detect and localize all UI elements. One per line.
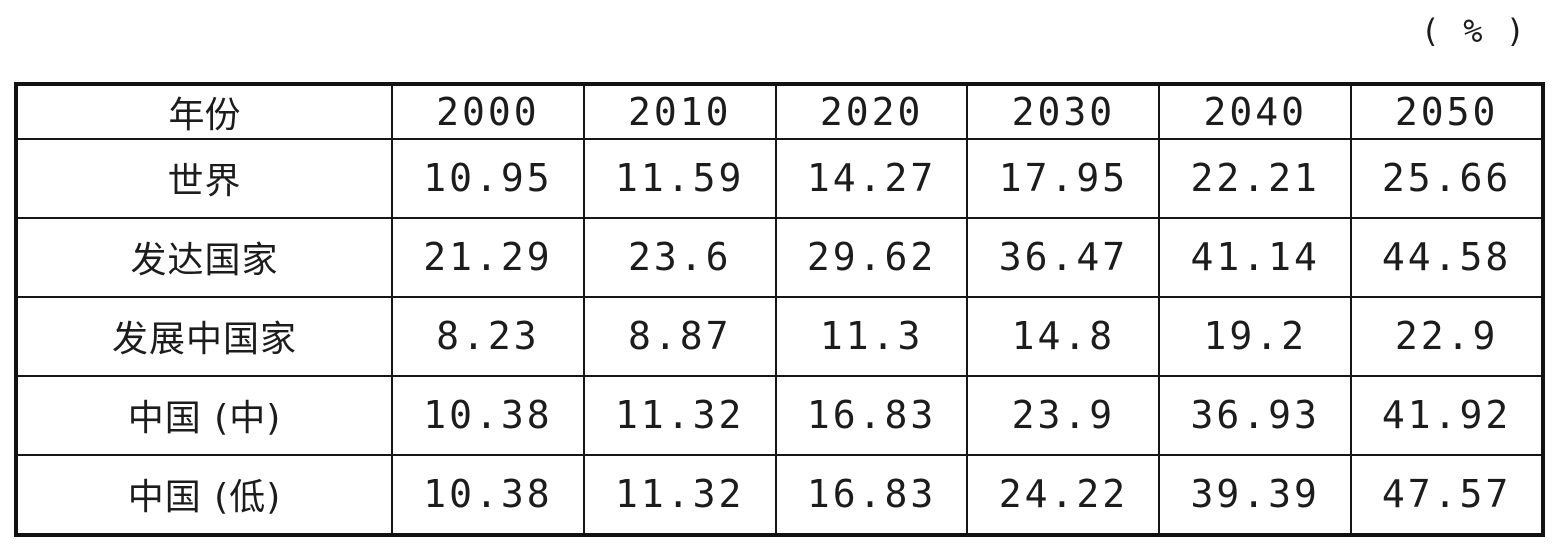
- table-row: 中国 (低) 10.38 11.32 16.83 24.22 39.39 47.57: [15, 453, 1544, 537]
- value-cell: 29.62: [774, 216, 969, 298]
- value-cell: 19.2: [1158, 295, 1353, 377]
- table-body: 世界 10.95 11.59 14.27 17.95 22.21 25.66 发达国家 21.2…: [15, 138, 1544, 537]
- row-label: 世界: [15, 138, 393, 219]
- value-cell: 10.95: [391, 138, 585, 219]
- header-row: 年份 2000 2010 2020 2030 2040 2050: [15, 83, 1544, 140]
- value-cell: 25.66: [1350, 138, 1544, 219]
- value-cell: 8.87: [582, 295, 777, 377]
- value-cell: 23.9: [966, 374, 1161, 456]
- value-cell: 47.57: [1350, 453, 1544, 537]
- value-cell: 11.32: [582, 453, 777, 537]
- value-cell: 22.21: [1158, 138, 1353, 219]
- data-table: 年份 2000 2010 2020 2030 2040 2050 世界 10.95 11.59 1…: [14, 82, 1545, 537]
- table-row: 发展中国家 8.23 8.87 11.3 14.8 19.2 22.9: [15, 295, 1544, 377]
- header-cell-year: 2010: [582, 83, 777, 140]
- value-cell: 21.29: [391, 216, 585, 298]
- value-cell: 39.39: [1158, 453, 1353, 537]
- value-cell: 41.92: [1350, 374, 1544, 456]
- unit-label: ( % ): [1420, 12, 1527, 50]
- table-row: 发达国家 21.29 23.6 29.62 36.47 41.14 44.58: [15, 216, 1544, 298]
- value-cell: 23.6: [582, 216, 777, 298]
- value-cell: 16.83: [774, 374, 969, 456]
- header-cell-year: 2050: [1350, 83, 1544, 140]
- value-cell: 36.93: [1158, 374, 1353, 456]
- value-cell: 14.8: [966, 295, 1161, 377]
- value-cell: 41.14: [1158, 216, 1353, 298]
- value-cell: 22.9: [1350, 295, 1544, 377]
- value-cell: 10.38: [391, 374, 585, 456]
- value-cell: 11.32: [582, 374, 777, 456]
- value-cell: 16.83: [774, 453, 969, 537]
- row-label: 发达国家: [15, 216, 393, 298]
- table-row: 世界 10.95 11.59 14.27 17.95 22.21 25.66: [15, 138, 1544, 219]
- value-cell: 11.59: [582, 138, 777, 219]
- header-cell-year: 2040: [1158, 83, 1353, 140]
- value-cell: 8.23: [391, 295, 585, 377]
- row-label: 发展中国家: [15, 295, 393, 377]
- value-cell: 44.58: [1350, 216, 1544, 298]
- row-label: 中国 (低): [15, 453, 393, 537]
- value-cell: 17.95: [966, 138, 1161, 219]
- value-cell: 11.3: [774, 295, 969, 377]
- value-cell: 36.47: [966, 216, 1161, 298]
- row-label: 中国 (中): [15, 374, 393, 456]
- value-cell: 14.27: [774, 138, 969, 219]
- value-cell: 24.22: [966, 453, 1161, 537]
- table-row: 中国 (中) 10.38 11.32 16.83 23.9 36.93 41.92: [15, 374, 1544, 456]
- header-cell-year: 2030: [966, 83, 1161, 140]
- header-cell-year: 2020: [774, 83, 969, 140]
- header-cell-label: 年份: [15, 83, 393, 140]
- header-cell-year: 2000: [391, 83, 585, 140]
- value-cell: 10.38: [391, 453, 585, 537]
